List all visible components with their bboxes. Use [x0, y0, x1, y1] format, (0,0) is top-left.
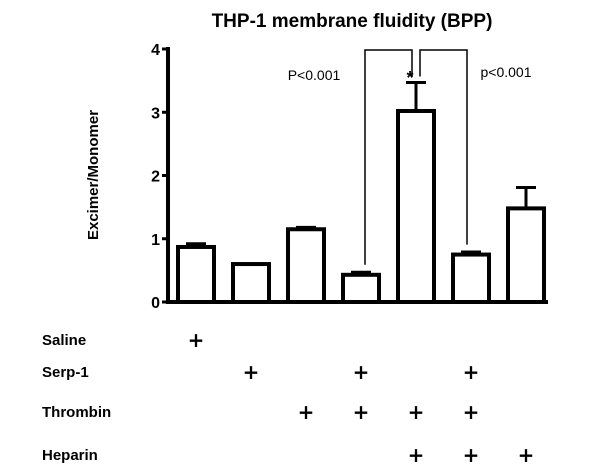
condition-plus-mark: +: [463, 360, 480, 384]
y-tick-label: 1: [151, 232, 160, 249]
bar: [506, 206, 546, 304]
condition-row-label: Heparin: [42, 447, 98, 464]
condition-row-label: Thrombin: [42, 404, 111, 421]
bar: [341, 272, 381, 304]
bar: [286, 227, 326, 304]
condition-plus-mark: +: [463, 443, 480, 467]
axes: [166, 47, 548, 304]
condition-plus-mark: +: [298, 400, 315, 424]
bar: [396, 108, 436, 304]
condition-plus-mark: +: [188, 328, 205, 352]
bar: [231, 262, 271, 304]
significance-brackets: [364, 49, 468, 265]
right-p-value: p<0.001: [481, 64, 532, 80]
bars: [176, 108, 546, 305]
y-tick-label: 3: [151, 105, 160, 122]
y-tick-label: 2: [151, 169, 160, 186]
y-tick-label: 4: [151, 42, 160, 59]
condition-table: Saline + Serp-1 + + + Thrombin + + + + Heparin + + +: [42, 328, 534, 467]
error-bars: [186, 81, 536, 275]
left-bracket: [364, 49, 413, 265]
right-bracket: [419, 49, 468, 245]
condition-plus-mark: +: [408, 443, 425, 467]
significance-star: *: [406, 68, 413, 88]
condition-plus-mark: +: [518, 443, 535, 467]
condition-plus-mark: +: [243, 360, 260, 384]
y-axis-label: Excimer/Monomer: [85, 110, 102, 240]
y-axis-ticks: 0 1 2 3 4: [151, 42, 168, 312]
left-p-value: P<0.001: [288, 67, 341, 83]
condition-plus-mark: +: [463, 400, 480, 424]
condition-plus-mark: +: [353, 360, 370, 384]
bar: [176, 244, 216, 305]
condition-row-label: Saline: [42, 332, 86, 349]
condition-plus-mark: +: [408, 400, 425, 424]
condition-row-label: Serp-1: [42, 364, 89, 381]
condition-plus-mark: +: [353, 400, 370, 424]
y-tick-label: 0: [151, 295, 160, 312]
bar: [451, 252, 491, 304]
chart-title: THP-1 membrane fluidity (BPP): [212, 11, 493, 32]
